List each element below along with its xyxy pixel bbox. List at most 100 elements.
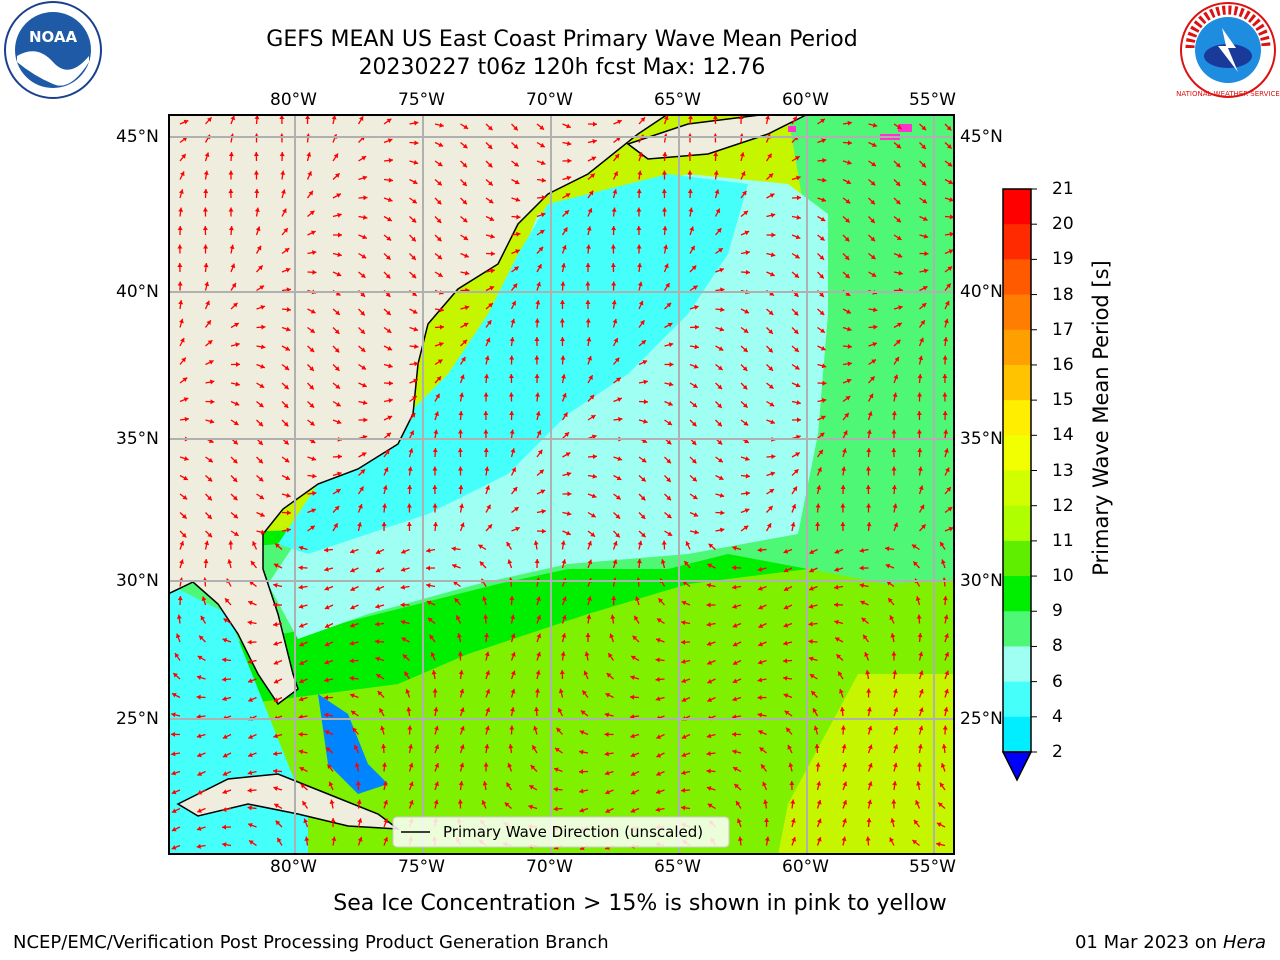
wave-arrow-head bbox=[614, 357, 620, 363]
wave-arrow-head bbox=[918, 485, 924, 491]
wave-arrow-head bbox=[790, 799, 796, 804]
wave-arrow-head bbox=[196, 675, 202, 680]
lat-label: 45°N bbox=[116, 127, 159, 147]
wave-arrow-head bbox=[207, 514, 212, 519]
wave-arrow-head bbox=[516, 231, 521, 237]
wave-arrow-head bbox=[486, 320, 492, 325]
wave-arrow-head bbox=[253, 152, 259, 157]
wave-arrow-head bbox=[616, 377, 621, 383]
wave-arrow-head bbox=[182, 137, 188, 142]
wave-arrow-head bbox=[283, 384, 289, 390]
wave-arrow-head bbox=[281, 189, 286, 194]
wave-arrow-head bbox=[842, 762, 847, 768]
wave-arrow-head bbox=[944, 670, 950, 676]
wave-arrow-head bbox=[842, 818, 847, 823]
wave-arrow-head bbox=[487, 524, 493, 530]
wave-arrow-head bbox=[587, 559, 593, 565]
wave-arrow-head bbox=[427, 617, 433, 623]
wave-arrow-head bbox=[732, 731, 737, 737]
wave-arrow-head bbox=[310, 438, 316, 444]
wave-arrow-head bbox=[254, 207, 260, 213]
wave-arrow-head bbox=[719, 326, 725, 332]
wave-arrow-head bbox=[222, 824, 227, 830]
wave-arrow-head bbox=[591, 434, 597, 440]
wave-arrow-head bbox=[559, 318, 565, 323]
wave-arrow-head bbox=[197, 808, 202, 813]
wave-arrow-head bbox=[183, 456, 189, 461]
wave-arrow-head bbox=[404, 671, 409, 677]
wave-arrow-head bbox=[535, 411, 541, 416]
wave-arrow-head bbox=[459, 503, 464, 509]
lon-label: 70°W bbox=[526, 90, 573, 110]
wave-arrow-head bbox=[484, 355, 490, 361]
wave-arrow-head bbox=[834, 567, 839, 572]
wave-arrow-head bbox=[232, 495, 238, 501]
wave-arrow-head bbox=[197, 789, 203, 795]
nws-logo-text: NATIONAL WEATHER SERVICE bbox=[1176, 90, 1280, 98]
wave-arrow-head bbox=[308, 190, 313, 196]
wave-arrow-head bbox=[311, 250, 317, 256]
wave-arrow-head bbox=[324, 659, 330, 665]
wave-arrow-head bbox=[796, 417, 801, 423]
wave-arrow-head bbox=[414, 140, 419, 146]
wave-arrow-head bbox=[510, 614, 516, 620]
wave-arrow-head bbox=[249, 840, 254, 845]
wave-arrow-head bbox=[459, 522, 465, 528]
wave-arrow-head bbox=[844, 255, 850, 260]
wave-arrow-head bbox=[892, 503, 898, 509]
wave-arrow-head bbox=[579, 788, 584, 794]
wave-arrow-head bbox=[432, 688, 438, 693]
wave-arrow-head bbox=[840, 725, 846, 730]
lat-label: 35°N bbox=[116, 429, 159, 449]
wave-arrow-head bbox=[840, 522, 846, 527]
wave-arrow-head bbox=[199, 635, 204, 641]
wave-arrow-head bbox=[299, 766, 305, 772]
wave-arrow-head bbox=[375, 586, 381, 591]
wave-arrow-head bbox=[565, 452, 571, 457]
wave-arrow-head bbox=[611, 226, 617, 231]
wave-arrow-head bbox=[580, 710, 586, 715]
wave-arrow-head bbox=[436, 236, 442, 242]
colorbar-tick-label: 17 bbox=[1052, 319, 1074, 340]
wave-arrow-head bbox=[642, 360, 648, 365]
wave-arrow-head bbox=[893, 726, 899, 731]
wave-arrow-head bbox=[612, 559, 618, 564]
wave-arrow-head bbox=[333, 153, 339, 159]
land-mass bbox=[168, 114, 670, 706]
legend-label: Primary Wave Direction (unscaled) bbox=[443, 823, 703, 841]
wave-arrow-head bbox=[180, 337, 185, 343]
wave-arrow-head bbox=[796, 175, 801, 181]
wave-arrow-head bbox=[485, 337, 491, 343]
wave-arrow-head bbox=[310, 328, 315, 333]
wave-arrow-head bbox=[893, 522, 899, 528]
wave-arrow-head bbox=[708, 543, 714, 549]
wave-arrow-head bbox=[400, 567, 406, 572]
wave-arrow-head bbox=[457, 799, 463, 804]
wave-arrow-head bbox=[681, 734, 687, 739]
wave-arrow-head bbox=[360, 310, 365, 316]
wave-arrow-head bbox=[407, 725, 413, 730]
wave-arrow-head bbox=[222, 807, 227, 812]
wave-arrow-head bbox=[668, 342, 674, 348]
wave-arrow-head bbox=[485, 670, 490, 676]
wave-arrow-head bbox=[485, 725, 490, 731]
wave-arrow-head bbox=[758, 730, 763, 735]
chart-title: GEFS MEAN US East Coast Primary Wave Mea… bbox=[266, 27, 858, 52]
wave-arrow-head bbox=[439, 307, 444, 313]
wave-arrow-head bbox=[896, 124, 902, 129]
wave-arrow-head bbox=[171, 693, 177, 698]
wave-arrow-head bbox=[896, 235, 902, 240]
wave-arrow-head bbox=[870, 376, 875, 382]
wave-arrow-head bbox=[668, 401, 673, 406]
wave-arrow-head bbox=[891, 485, 897, 490]
wave-arrow-head bbox=[537, 264, 542, 269]
wave-arrow-head bbox=[462, 217, 468, 223]
wave-arrow-head bbox=[712, 115, 718, 120]
wave-arrow-head bbox=[206, 320, 211, 325]
wave-arrow-head bbox=[485, 485, 490, 491]
wave-arrow-head bbox=[940, 763, 946, 768]
wave-arrow-head bbox=[663, 115, 669, 121]
wave-arrow-head bbox=[591, 156, 597, 161]
wave-arrow-head bbox=[382, 503, 388, 508]
wave-arrow-head bbox=[742, 190, 747, 196]
